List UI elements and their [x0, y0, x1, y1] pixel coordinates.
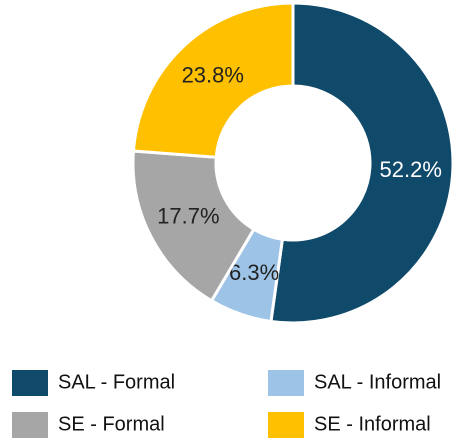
data-label: 23.8% — [182, 62, 244, 87]
legend-label: SAL - Informal — [314, 371, 441, 393]
legend-label: SE - Informal — [314, 413, 431, 435]
legend-label: SAL - Formal — [58, 371, 175, 393]
legend-swatch — [268, 370, 304, 396]
legend-swatch — [12, 412, 48, 438]
data-label: 52.2% — [380, 157, 442, 182]
donut-slice — [131, 149, 256, 303]
legend-swatch — [12, 370, 48, 396]
donut-slice — [131, 1, 295, 159]
donut-slice — [269, 1, 455, 325]
data-label: 6.3% — [229, 260, 279, 285]
legend-label: SE - Formal — [58, 413, 165, 435]
legend-swatch — [268, 412, 304, 438]
data-label: 17.7% — [157, 203, 219, 228]
